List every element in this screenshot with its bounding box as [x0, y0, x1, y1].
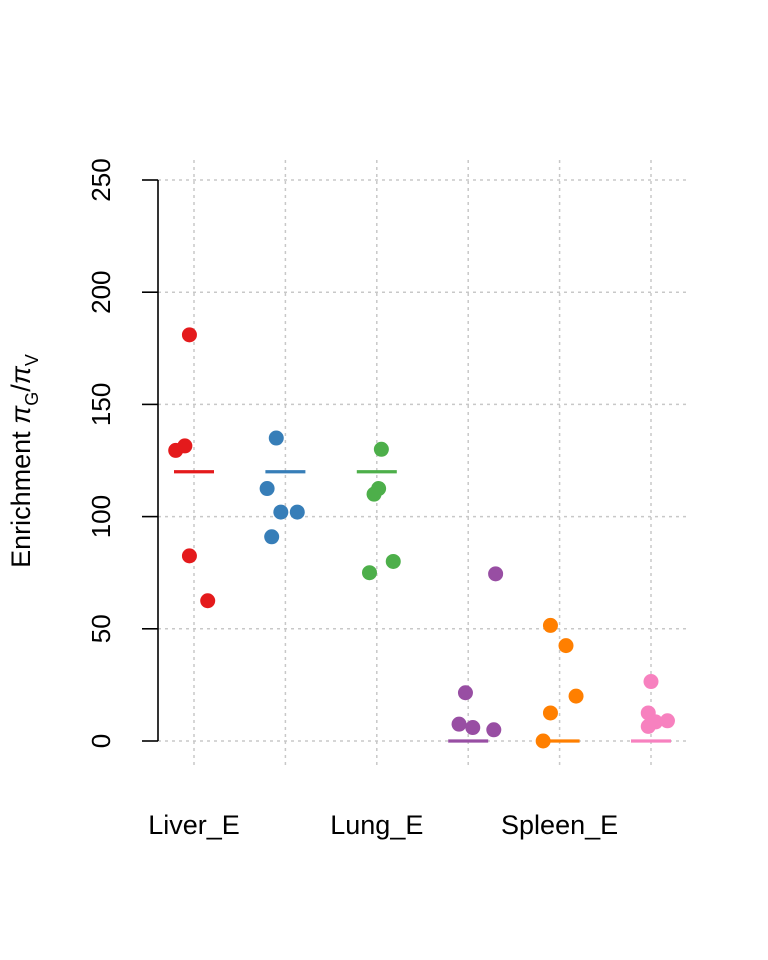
- y-tick-label-4: 200: [86, 271, 116, 314]
- x-tick-label-0: Liver_E: [148, 810, 240, 840]
- y-tick-label-2: 100: [86, 495, 116, 538]
- series-0: [168, 327, 216, 609]
- point-2-3: [385, 553, 401, 569]
- point-4-1: [558, 638, 574, 654]
- point-0-4: [200, 593, 216, 609]
- point-3-0: [488, 566, 504, 582]
- point-2-2: [366, 486, 382, 502]
- point-3-3: [465, 720, 481, 736]
- point-1-0: [268, 430, 284, 446]
- y-tick-label-1: 50: [86, 614, 116, 643]
- x-tick-label-4: Spleen_E: [501, 810, 618, 840]
- series-4: [535, 617, 584, 749]
- point-4-4: [535, 733, 551, 749]
- point-2-0: [373, 441, 389, 457]
- point-3-2: [451, 716, 467, 732]
- series-2: [356, 441, 401, 581]
- point-5-4: [640, 718, 656, 734]
- point-5-3: [659, 713, 675, 729]
- point-5-0: [643, 674, 659, 690]
- point-0-2: [181, 327, 197, 343]
- point-4-0: [542, 617, 558, 633]
- y-tick-label-0: 0: [86, 734, 116, 748]
- x-axis-labels: Liver_E Lung_E Spleen_E: [148, 810, 618, 840]
- y-tick-label-3: 150: [86, 383, 116, 426]
- point-3-4: [486, 722, 502, 738]
- y-axis-label: Enrichment πG/πV: [6, 354, 42, 568]
- point-4-3: [542, 705, 558, 721]
- point-1-3: [289, 504, 305, 520]
- grid: [158, 160, 688, 768]
- series-3: [448, 566, 504, 743]
- x-tick-label-2: Lung_E: [330, 810, 423, 840]
- point-1-2: [273, 504, 289, 520]
- point-2-4: [361, 565, 377, 581]
- point-1-4: [264, 529, 280, 545]
- point-3-1: [457, 685, 473, 701]
- y-tick-label-5: 250: [86, 158, 116, 201]
- y-axis: 0 50 100 150 200 250: [86, 158, 159, 748]
- point-0-3: [181, 548, 197, 564]
- series-1: [259, 430, 306, 545]
- point-0-1: [177, 438, 193, 454]
- plot-area: [168, 327, 675, 749]
- point-4-2: [568, 688, 584, 704]
- series-5: [631, 674, 675, 743]
- point-1-1: [259, 481, 275, 497]
